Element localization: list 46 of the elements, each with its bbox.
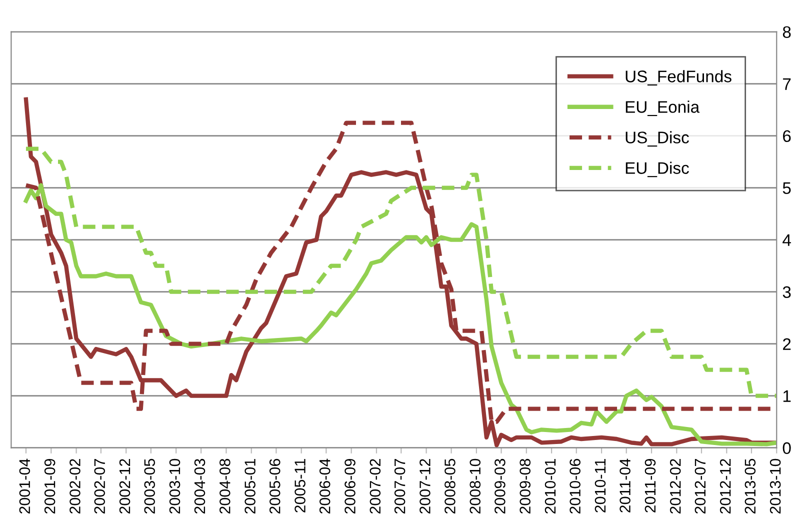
line-series (24, 146, 777, 398)
x-tick-label: 2007-02 (370, 459, 381, 514)
y-tick-label: 6 (783, 130, 791, 142)
x-tick-label: 2005-06 (269, 458, 280, 514)
legend-label: US_FedFunds (626, 70, 732, 86)
x-tick-label: 2009-08 (520, 458, 531, 514)
x-tick-label: 2012-12 (720, 459, 731, 514)
y-tick-label: 5 (782, 182, 791, 194)
x-tick-label: 2013-05 (744, 458, 756, 514)
x-tick-label: 2003-10 (169, 458, 180, 514)
x-tick-label: 2010-11 (594, 459, 606, 512)
x-tick-label: 2008-10 (470, 458, 481, 514)
x-tick-label: 2005-11 (294, 459, 306, 512)
legend-label: US_Disc (626, 131, 689, 147)
x-tick-label: 2004-03 (194, 458, 206, 514)
x-tick-label: 2006-04 (319, 458, 330, 514)
x-tick-label: 2005-01 (244, 459, 256, 514)
y-tick-label: 8 (782, 26, 791, 38)
x-tick-label: 2002-12 (119, 459, 130, 514)
x-tick-label: 2011-09 (644, 458, 656, 512)
y-tick-label: 4 (782, 234, 791, 246)
x-tick-label: 2001-09 (44, 458, 56, 514)
legend-label: EU_Eonia (626, 100, 700, 116)
x-tick-label: 2001-04 (19, 458, 30, 514)
x-tick-label: 2010-01 (544, 459, 556, 514)
legend-label: EU_Disc (626, 162, 689, 178)
y-tick-label: 2 (783, 338, 791, 350)
y-tick-label: 0 (782, 442, 791, 454)
x-tick-label: 2011-04 (620, 458, 630, 512)
y-tick-label: 1 (783, 390, 791, 402)
line-series (24, 183, 777, 446)
y-tick-label: 3 (782, 286, 791, 298)
x-tick-label: 2004-08 (220, 458, 230, 514)
x-tick-label: 2010-06 (570, 458, 580, 514)
x-tick-label: 2002-02 (70, 459, 80, 514)
x-tick-label: 2002-07 (94, 459, 106, 514)
x-tick-label: 2012-07 (694, 459, 706, 514)
y-tick-label: 7 (783, 78, 791, 90)
x-tick-label: 2006-09 (344, 458, 356, 514)
x-tick-label: 2008-05 (444, 458, 456, 514)
x-tick-label: 2012-02 (670, 459, 681, 514)
x-tick-label: 2003-05 (144, 458, 156, 514)
x-tick-label: 2009-03 (494, 458, 506, 514)
x-tick-label: 2013-10 (770, 458, 781, 514)
x-tick-label: 2007-12 (420, 459, 430, 514)
x-tick-label: 2007-07 (394, 459, 406, 514)
